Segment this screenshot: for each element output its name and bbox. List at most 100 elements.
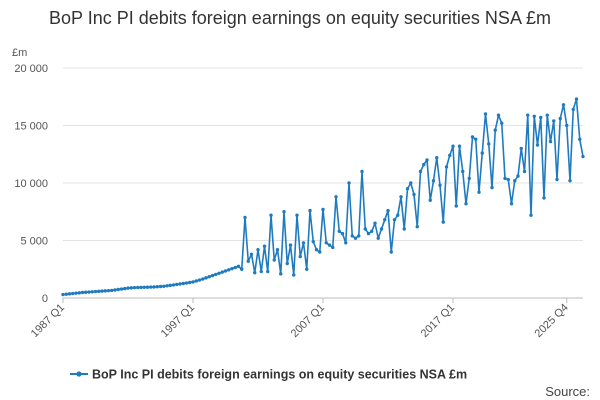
data-point[interactable]: [561, 103, 566, 107]
data-point[interactable]: [363, 227, 367, 231]
data-point[interactable]: [532, 114, 536, 119]
data-point[interactable]: [142, 285, 146, 290]
data-point[interactable]: [204, 276, 208, 280]
data-point[interactable]: [506, 177, 510, 182]
data-point[interactable]: [370, 229, 374, 233]
data-point[interactable]: [152, 285, 156, 289]
data-point[interactable]: [301, 241, 306, 245]
data-point[interactable]: [184, 281, 189, 285]
data-point[interactable]: [230, 266, 234, 271]
data-point[interactable]: [217, 271, 221, 275]
data-point[interactable]: [311, 239, 315, 244]
data-point[interactable]: [272, 258, 276, 262]
data-point[interactable]: [425, 158, 429, 162]
data-point[interactable]: [571, 107, 575, 112]
data-point[interactable]: [558, 116, 562, 121]
data-point[interactable]: [503, 176, 507, 181]
data-point[interactable]: [116, 287, 120, 292]
data-point[interactable]: [197, 278, 202, 282]
data-point[interactable]: [366, 231, 371, 236]
data-point[interactable]: [464, 202, 468, 206]
data-point[interactable]: [227, 268, 231, 272]
data-point[interactable]: [405, 187, 410, 191]
data-point[interactable]: [67, 292, 72, 296]
data-point[interactable]: [396, 213, 400, 217]
data-point[interactable]: [132, 285, 137, 290]
data-point[interactable]: [249, 252, 254, 256]
data-point[interactable]: [542, 196, 546, 200]
data-point[interactable]: [340, 231, 345, 236]
data-point[interactable]: [119, 287, 124, 291]
data-point[interactable]: [103, 289, 107, 293]
data-point[interactable]: [246, 259, 250, 263]
data-point[interactable]: [129, 286, 133, 290]
data-point[interactable]: [529, 213, 533, 217]
data-point[interactable]: [318, 250, 322, 254]
data-point[interactable]: [188, 280, 192, 285]
data-point[interactable]: [61, 292, 65, 297]
data-point[interactable]: [487, 142, 491, 146]
data-point[interactable]: [535, 143, 540, 147]
data-point[interactable]: [158, 284, 163, 289]
data-point[interactable]: [214, 272, 218, 277]
data-point[interactable]: [578, 137, 582, 141]
data-point[interactable]: [223, 269, 228, 273]
data-point[interactable]: [314, 248, 319, 252]
data-point[interactable]: [522, 169, 527, 174]
data-point[interactable]: [480, 151, 484, 155]
data-point[interactable]: [574, 97, 579, 101]
data-point[interactable]: [191, 280, 195, 284]
data-point[interactable]: [337, 229, 341, 233]
data-point[interactable]: [201, 277, 205, 281]
data-point[interactable]: [539, 115, 543, 120]
data-point[interactable]: [90, 290, 94, 294]
data-point[interactable]: [353, 236, 358, 240]
data-point[interactable]: [80, 290, 85, 295]
data-point[interactable]: [360, 169, 364, 174]
data-point[interactable]: [402, 227, 406, 231]
data-point[interactable]: [220, 270, 224, 274]
legend[interactable]: BoP Inc PI debits foreign earnings on eq…: [70, 368, 467, 382]
data-point[interactable]: [428, 198, 432, 202]
data-point[interactable]: [113, 288, 117, 292]
data-point[interactable]: [288, 243, 293, 247]
data-point[interactable]: [477, 190, 481, 194]
data-point[interactable]: [383, 218, 387, 222]
data-point[interactable]: [253, 271, 257, 275]
data-point[interactable]: [84, 290, 88, 294]
data-point[interactable]: [399, 195, 403, 199]
data-point[interactable]: [526, 113, 530, 117]
data-point[interactable]: [444, 165, 449, 169]
data-point[interactable]: [548, 139, 553, 144]
data-point[interactable]: [269, 213, 273, 217]
data-point[interactable]: [282, 210, 286, 214]
data-point[interactable]: [155, 285, 159, 289]
data-point[interactable]: [392, 218, 397, 222]
data-point[interactable]: [545, 113, 549, 117]
data-point[interactable]: [373, 221, 377, 225]
data-point[interactable]: [139, 285, 143, 290]
data-point[interactable]: [181, 281, 185, 286]
data-point[interactable]: [379, 227, 384, 231]
data-point[interactable]: [334, 195, 338, 199]
data-point[interactable]: [483, 112, 488, 116]
data-point[interactable]: [357, 234, 361, 238]
data-point[interactable]: [431, 179, 436, 183]
data-point[interactable]: [321, 207, 325, 212]
data-point[interactable]: [136, 285, 140, 290]
data-point[interactable]: [308, 208, 312, 213]
data-point[interactable]: [327, 243, 332, 247]
data-point[interactable]: [568, 179, 572, 183]
data-point[interactable]: [123, 286, 127, 291]
data-point[interactable]: [474, 137, 478, 141]
data-point[interactable]: [97, 289, 101, 294]
data-point[interactable]: [376, 236, 380, 240]
data-point[interactable]: [581, 154, 585, 159]
data-point[interactable]: [441, 220, 445, 224]
data-point[interactable]: [266, 269, 270, 274]
data-point[interactable]: [565, 123, 569, 128]
data-point[interactable]: [409, 181, 413, 185]
data-point[interactable]: [74, 291, 78, 295]
data-point[interactable]: [324, 241, 328, 245]
data-point[interactable]: [298, 254, 302, 259]
